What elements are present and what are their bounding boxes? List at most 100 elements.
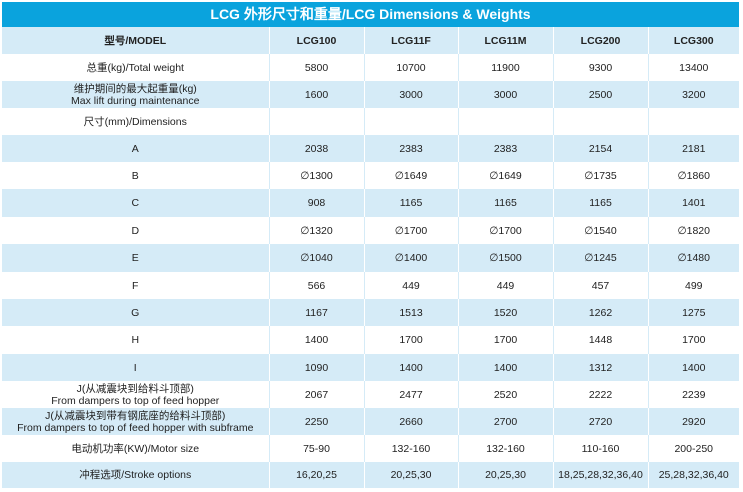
cell-lcg300: ∅1480 [647,244,739,272]
cell-lcg200: 2154 [552,135,648,162]
cell-lcg100: ∅1320 [268,217,364,244]
cell-lcg11f: 132-160 [363,435,458,462]
cell-lcg300: 13400 [647,54,739,81]
table-row: 总重(kg)/Total weight 5800 10700 11900 9300 134… [2,54,739,81]
cell-lcg100: 2250 [268,408,364,435]
table-row: D ∅1320 ∅1700 ∅1700 ∅1540 ∅1820 [2,217,739,244]
cell-lcg100: 2067 [268,381,364,408]
cell-lcg300: 1700 [647,326,739,354]
row-label: J(从减震块到给料斗顶部) From dampers to top of feed… [2,381,269,408]
cell-lcg300: 2239 [647,381,739,408]
row-label-text: F [132,279,139,292]
table-row: H 1400 1700 1700 1448 1700 [2,326,739,354]
cell-lcg100: 1090 [268,354,364,381]
cell-lcg300 [647,108,739,135]
cell-lcg100: 75-90 [268,435,364,462]
table-row: J(从减震块到带有钢底座的给料斗顶部) From dampers to top o… [2,408,739,435]
row-label-text: J(从减震块到给料斗顶部) [76,382,194,395]
cell-lcg11m: ∅1649 [457,162,553,189]
cell-lcg11f: 449 [363,272,458,299]
row-label-text: C [131,197,140,209]
row-label: A [2,135,269,162]
cell-lcg11m: ∅1700 [457,217,553,244]
cell-lcg11m: 449 [457,272,553,299]
cell-lcg200: 110-160 [552,435,648,462]
cell-lcg100: 2038 [268,135,364,162]
cell-lcg11f [363,108,458,135]
row-label-text: 维护期间的最大起重量(kg) [73,82,197,95]
row-label: B [2,162,269,189]
cell-lcg200: 2500 [552,81,648,108]
table-row: 电动机功率(KW)/Motor size 75-90 132-160 132-160 1… [2,435,739,462]
cell-lcg11f: 1700 [363,326,458,354]
table-row: I 1090 1400 1400 1312 1400 [2,354,739,381]
table-row: B ∅1300 ∅1649 ∅1649 ∅1735 ∅1860 [2,162,739,189]
cell-lcg11f: 20,25,30 [363,462,458,488]
cell-lcg300: 25,28,32,36,40 [647,462,739,488]
cell-lcg11f: 10700 [363,54,458,81]
row-label-text: 总重(kg)/Total weight [86,61,184,74]
cell-lcg100: 908 [268,189,364,217]
cell-lcg100: 5800 [268,54,364,81]
header-lcg11f: LCG11F [363,27,458,54]
cell-lcg300: 2920 [647,408,739,435]
cell-lcg200: 457 [552,272,648,299]
cell-lcg100: 566 [268,272,364,299]
row-label-text: H [131,334,140,346]
cell-lcg11m: 1520 [457,299,553,326]
cell-lcg11m: 11900 [457,54,553,81]
cell-lcg11f: 1165 [363,189,458,217]
row-label-text: G [131,306,140,319]
row-label: C [2,189,269,217]
row-label: F [2,272,269,299]
cell-lcg300: ∅1820 [647,217,739,244]
row-label: J(从减震块到带有钢底座的给料斗顶部) From dampers to top o… [2,408,269,435]
table-title: LCG 外形尺寸和重量/LCG Dimensions & Weights [2,2,739,27]
header-lcg100: LCG100 [268,27,364,54]
cell-lcg11f: ∅1400 [363,244,458,272]
cell-lcg100: ∅1040 [268,244,364,272]
cell-lcg300: ∅1860 [647,162,739,189]
cell-lcg200 [552,108,648,135]
row-label: H [2,326,269,354]
cell-lcg200: ∅1245 [552,244,648,272]
cell-lcg200: 18,25,28,32,36,40 [552,462,648,488]
row-label-text: I [133,361,137,374]
cell-lcg200: 9300 [552,54,648,81]
cell-lcg100: 16,20,25 [268,462,364,488]
cell-lcg11m: 2520 [457,381,553,408]
row-label-english: From dampers to top of feed hopper with … [17,421,254,434]
table-row: G 1167 1513 1520 1262 1275 [2,299,739,326]
table-row: 冲程选项/Stroke options 16,20,25 20,25,30 20,25… [2,462,739,488]
cell-lcg300: 200-250 [647,435,739,462]
row-label: 冲程选项/Stroke options [2,462,269,488]
row-label-text: 电动机功率(KW)/Motor size [71,442,200,455]
cell-lcg11m: 2700 [457,408,553,435]
row-label-text: D [131,224,140,237]
header-model: 型号/MODEL [104,34,167,47]
cell-lcg100: 1167 [268,299,364,326]
table-row: 尺寸(mm)/Dimensions [2,108,739,135]
cell-lcg11f: 2660 [363,408,458,435]
cell-lcg11f: 1400 [363,354,458,381]
row-label: I [2,354,269,381]
cell-lcg200: 1165 [552,189,648,217]
row-label-text: E [131,252,139,264]
row-label-text: 冲程选项/Stroke options [79,469,192,481]
cell-lcg300: 2181 [647,135,739,162]
cell-lcg300: 1400 [647,354,739,381]
cell-lcg11m: 3000 [457,81,553,108]
cell-lcg100: 1600 [268,81,364,108]
table-row: 维护期间的最大起重量(kg) Max lift during maintenanc… [2,81,739,108]
cell-lcg11f: 2477 [363,381,458,408]
row-label-english: Max lift during maintenance [71,94,200,107]
cell-lcg11f: 1513 [363,299,458,326]
table-row: F 566 449 449 457 499 [2,272,739,299]
row-label-text: J(从减震块到带有钢底座的给料斗顶部) [45,409,226,422]
cell-lcg100: ∅1300 [268,162,364,189]
cell-lcg11m: 1700 [457,326,553,354]
cell-lcg11m: 1400 [457,354,553,381]
table-row: C 908 1165 1165 1165 1401 [2,189,739,217]
cell-lcg200: ∅1540 [552,217,648,244]
cell-lcg100 [268,108,364,135]
